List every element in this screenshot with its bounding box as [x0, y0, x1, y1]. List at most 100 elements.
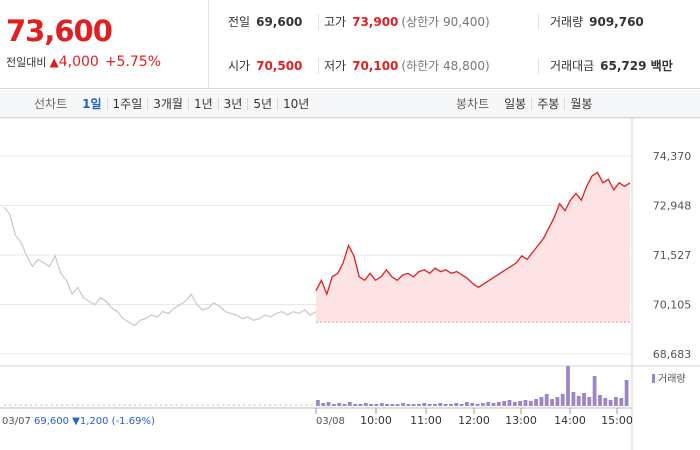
prev-day-volume-bar [118, 404, 121, 406]
volume-bar [433, 404, 437, 406]
time-tick-label: 10:00 [360, 414, 392, 427]
tab-3-months[interactable]: 3개월 [147, 98, 188, 110]
tab-weekly[interactable]: 주봉 [531, 98, 564, 110]
volume-bar [571, 392, 576, 406]
volume-bar [321, 403, 326, 406]
tab-1-day[interactable]: 1일 [82, 97, 102, 111]
price-tick-label: 70,105 [653, 299, 692, 312]
prev-day-volume-bar [30, 404, 32, 406]
stat-value: 69,600 [256, 15, 303, 29]
stat-row: 시가 70,500 저가 70,100 (하한가 48,800) 거래대금 65,729… [210, 44, 700, 88]
today-price-line [315, 171, 631, 297]
volume-bar [427, 404, 432, 406]
prev-day-volume-bar [175, 404, 178, 406]
volume-bar [619, 398, 624, 406]
volume-bar [587, 397, 592, 406]
prev-day-volume-bar [97, 404, 100, 406]
prev-day-volume-bar [40, 404, 43, 406]
volume-bar [481, 403, 485, 406]
volume-bar [560, 394, 565, 406]
volume-bar [624, 380, 629, 406]
prev-day-volume-bar [165, 404, 168, 406]
volume-bar [518, 401, 522, 406]
today-price-area [316, 172, 630, 323]
volume-bar [358, 404, 363, 406]
price-tick-label: 68,683 [653, 348, 692, 361]
prev-day-volume-bar [295, 404, 298, 406]
volume-bar [592, 376, 597, 406]
prev-day-volume-bar [180, 404, 183, 406]
stat-value: 65,729 백만 [600, 59, 673, 73]
divider [538, 14, 539, 30]
prev-day-volume-bar [305, 404, 308, 406]
volume-bar [598, 395, 602, 406]
prev-day-volume-bar [191, 404, 194, 406]
prev-day-volume-bar [24, 404, 27, 406]
divider [318, 14, 319, 30]
volume-bar [582, 393, 586, 406]
volume-bar [465, 402, 469, 406]
prev-day-volume-bar [170, 404, 173, 406]
prev-day-volume-bar [154, 404, 157, 406]
prev-date-label: 03/07 69,600 ▼1,200 (-1.69%) [2, 416, 155, 427]
prev-day-volume-bar [123, 404, 126, 406]
volume-bar [337, 403, 342, 406]
prev-day-volume-bar [253, 404, 256, 406]
stat-value: 909,760 [589, 15, 644, 29]
volume-bar [422, 403, 427, 406]
stat-label: 시가 [228, 59, 251, 73]
stat-high: 고가 73,900 (상한가 90,400) [324, 0, 490, 44]
volume-bar [576, 396, 581, 406]
stat-label: 전일 [228, 15, 251, 29]
prev-day-volume-bar [82, 404, 84, 406]
prev-day-volume-bar [76, 404, 79, 406]
volume-bar [342, 404, 347, 406]
tab-5-years[interactable]: 5년 [247, 98, 277, 110]
prev-day-volume-bar [9, 404, 12, 406]
tab-monthly[interactable]: 월봉 [564, 98, 597, 110]
stat-open: 시가 70,500 [228, 44, 302, 88]
prev-day-volume-bar [134, 404, 136, 406]
tab-10-years[interactable]: 10년 [277, 98, 314, 110]
volume-bar [507, 400, 512, 406]
tab-1-week[interactable]: 1주일 [106, 98, 148, 110]
prev-day-volume-bar [212, 404, 214, 406]
prev-day-volume-bar [92, 404, 95, 406]
prev-day-volume-bar [227, 404, 230, 406]
prev-day-volume-bar [113, 404, 116, 406]
time-tick-label: 13:00 [505, 414, 537, 427]
volume-bar [486, 402, 491, 406]
prev-day-volume-bar [196, 404, 199, 406]
prev-day-volume-bar [290, 404, 292, 406]
tab-1-year[interactable]: 1년 [187, 98, 218, 110]
up-arrow-icon: ▲ [49, 55, 59, 69]
price-tick-label: 74,370 [653, 150, 692, 163]
tab-daily[interactable]: 일봉 [504, 97, 527, 111]
quote-stats: 전일 69,600 고가 73,900 (상한가 90,400) 거래량 909,760… [210, 0, 700, 88]
volume-bar [496, 402, 501, 406]
stat-low: 저가 70,100 (하한가 48,800) [324, 44, 490, 88]
time-tick-label: 14:00 [554, 414, 586, 427]
prev-day-volume-bar [243, 404, 246, 406]
prev-day-volume-bar [248, 404, 251, 406]
stat-value: 73,900 [352, 15, 399, 29]
prev-day-volume-bar [232, 404, 235, 406]
volume-bar [459, 404, 464, 406]
stat-volume: 거래량 909,760 [550, 0, 644, 44]
prev-day-volume-bar [238, 404, 240, 406]
prev-day-volume-bar [108, 404, 110, 406]
volume-bar [406, 404, 411, 406]
prev-day-volume-bar [144, 404, 147, 406]
prev-day-volume-bar [19, 404, 22, 406]
volume-bar [528, 401, 533, 406]
today-date-label: 03/08 [316, 416, 345, 427]
volume-legend-swatch [652, 374, 655, 383]
tab-3-years[interactable]: 3년 [217, 98, 248, 110]
quote-header: 73,600 전일대비 ▲4,000 +5.75% 전일 69,600 고가 73,90… [0, 0, 700, 89]
prev-day-volume-bar [102, 404, 105, 406]
prev-day-volume-bar [310, 404, 313, 406]
volume-legend-label: 거래량 [658, 373, 686, 385]
price-chart: 74,370 72,948 71,527 70,105 68,683 거래량 03/07 6… [0, 118, 700, 450]
prev-day-volume-bar [149, 404, 152, 406]
prev-day-price-line [3, 206, 317, 327]
